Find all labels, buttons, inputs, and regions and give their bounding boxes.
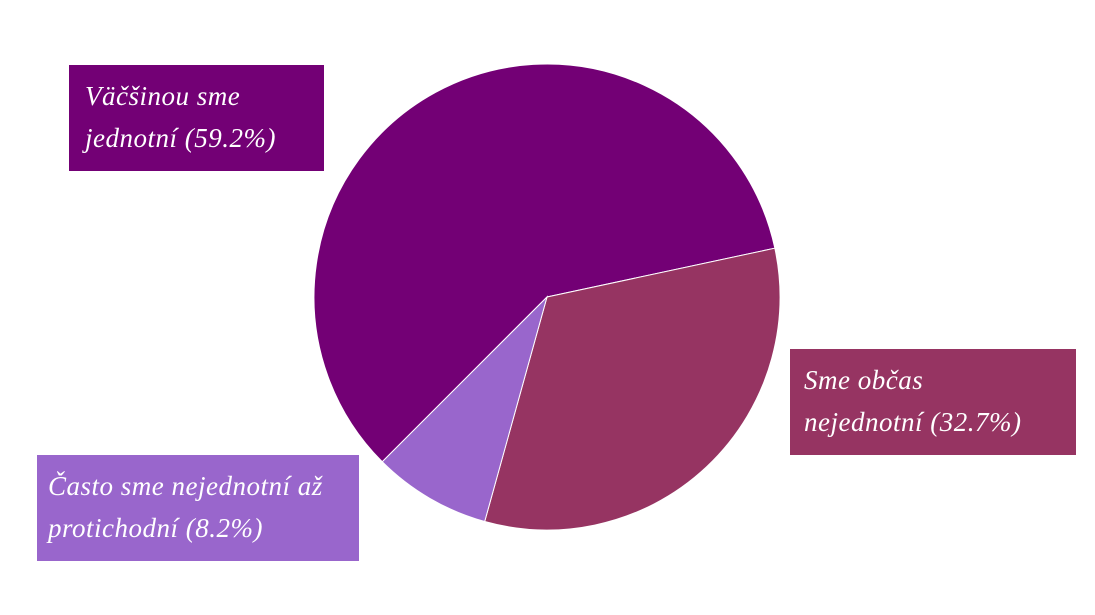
slice-label: Väčšinou sme jednotní (59.2%) — [69, 65, 324, 171]
pie-slice — [381, 295, 548, 523]
pie-slice — [313, 63, 776, 463]
slice-label: Často sme nejednotní až protichodní (8.2… — [37, 455, 359, 561]
pie-slice — [484, 247, 781, 531]
slice-label: Sme občas nejednotní (32.7%) — [790, 349, 1076, 455]
